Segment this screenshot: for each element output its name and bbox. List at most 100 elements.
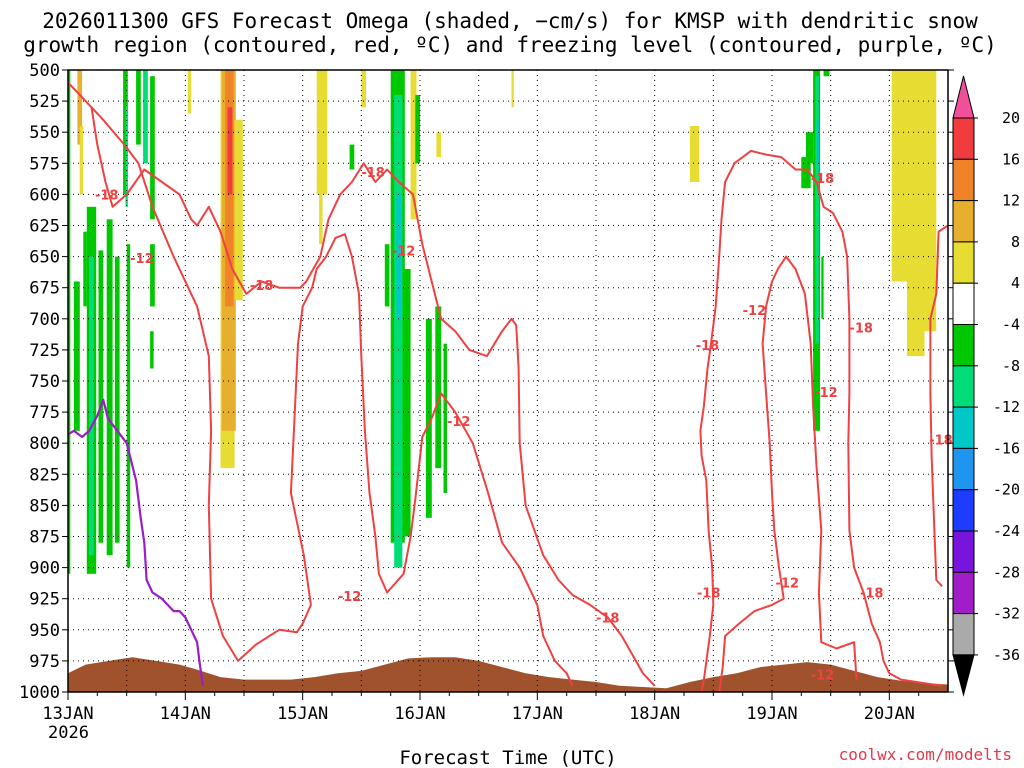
y-tick-label-975: 975 [29,652,60,672]
colorbar: 20 16 12 8 4 -4 -8 -12 -16 -20 -24 -28 -32 -36 [952,75,1020,697]
y-tick-label-850: 850 [29,496,60,516]
y-tick-label-875: 875 [29,528,60,548]
colorbar-box-3 [952,241,975,284]
colorbar-tick-label-4: 4 [1011,274,1020,292]
colorbar-box-7 [952,406,975,449]
colorbar-tick-label-3: 8 [1011,233,1020,251]
x-tick-label-2: 15JAN [277,704,328,724]
omega-cell-15 [150,76,155,220]
contour-label-15: -18 [860,586,884,601]
omega-cell-33 [410,70,417,220]
contour-label-13: -12 [814,386,838,401]
omega-cell-34 [415,94,420,164]
omega-shading [68,70,937,574]
contour-label-11: -12 [776,577,800,592]
omega-cell-7 [98,250,104,543]
omega-cell-38 [443,343,447,493]
x-tick-label-4: 17JAN [512,704,563,724]
omega-cell-3 [79,126,84,195]
y-tick-label-825: 825 [29,465,60,485]
colorbar-box-11 [952,571,975,615]
contour-label-2: -18 [250,279,274,294]
omega-cell-11 [125,107,128,207]
omega-cell-27 [349,144,355,170]
colorbar-box-12 [952,613,975,656]
omega-cell-50 [924,281,937,332]
omega-cell-1 [73,281,80,431]
omega-cell-42 [806,132,813,164]
contour-label-3: -18 [361,166,385,181]
contour-label-7: -18 [596,611,620,626]
colorbar-box-5 [952,324,975,367]
omega-cell-48 [891,70,937,282]
contour-label-14: -18 [849,322,873,337]
colorbar-box-9 [952,489,975,532]
omega-cell-24 [316,70,328,195]
freezing-level [67,398,204,686]
contour-label-16: -12 [811,669,835,684]
omega-cell-26 [361,70,366,108]
contour-label-17: -18 [929,433,953,448]
colorbar-tick-label-9: -20 [993,481,1020,499]
colorbar-tick-label-10: -24 [993,522,1020,540]
colorbar-tick-label-12: -32 [993,605,1020,623]
y-tick-label-900: 900 [29,559,60,579]
omega-cell-40 [689,126,700,182]
omega-cell-8 [106,219,113,556]
omega-cell-32 [403,269,411,537]
credit-label: coolwx.com/modelts [839,745,1012,764]
colorbar-tick-label-7: -12 [993,398,1020,416]
omega-cell-47 [823,70,830,77]
omega-cell-44 [815,76,819,344]
y-tick-label-925: 925 [29,590,60,610]
x-axis: 13JAN 14JAN 15JAN 16JAN 17JAN 18JAN 19JAN 20JAN [42,692,920,724]
y-tick-label-950: 950 [29,621,60,641]
terrain-fill [68,657,948,692]
dendritic-contour-2 [699,149,943,693]
colorbar-box-8 [952,447,975,491]
omega-cell-4 [83,231,87,307]
freezing-level-line [67,398,204,686]
omega-cell-14 [143,70,148,164]
y-tick-label-1000: 1000 [19,683,60,703]
omega-cell-2 [77,70,83,145]
y-tick-label-500: 500 [29,61,60,81]
colorbar-tick-label-8: -16 [993,439,1020,457]
omega-cell-25 [319,194,323,245]
omega-cell-30 [394,94,403,568]
x-tick-label-0: 13JAN [42,704,93,724]
omega-cell-6 [89,256,94,556]
omega-cell-9 [114,256,120,543]
y-tick-label-600: 600 [29,185,60,205]
contour-label-12: -18 [811,172,835,187]
colorbar-tick-label-2: 12 [1002,192,1020,210]
terrain [68,657,948,692]
contour-label-8: -18 [696,339,720,354]
y-tick-label-800: 800 [29,434,60,454]
colorbar-box-6 [952,365,975,408]
colorbar-box-1 [952,158,975,202]
colorbar-tick-label-1: 16 [1002,150,1020,168]
x-axis-title: Forecast Time (UTC) [399,747,616,768]
colorbar-tick-label-5: -4 [1002,316,1020,334]
contour-label-9: -12 [743,304,767,319]
omega-cell-10 [123,70,128,195]
omega-cell-45 [816,119,819,170]
contour-label-10: -18 [697,586,721,601]
omega-cell-17 [150,331,154,369]
y-axis: 500 525 550 575 600 625 650 675 700 725 750 775 800 8… [19,61,954,703]
omega-cell-49 [906,281,925,357]
omega-cell-41 [801,157,811,189]
x-tick-label-5: 18JAN [629,704,680,724]
colorbar-tick-label-11: -28 [993,563,1020,581]
colorbar-box-0 [952,117,975,160]
x-axis-year: 2026 [48,723,89,743]
x-tick-label-6: 19JAN [746,704,797,724]
y-tick-label-575: 575 [29,154,60,174]
omega-cell-35 [425,318,432,518]
y-tick-label-675: 675 [29,279,60,299]
chart-title-line-1: 2026011300 GFS Forecast Omega (shaded, −… [42,9,978,33]
contour-label-4: -12 [392,244,416,259]
y-tick-label-525: 525 [29,92,60,112]
